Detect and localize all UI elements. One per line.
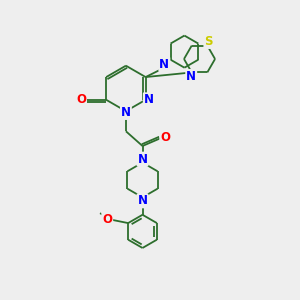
- Text: N: N: [144, 93, 154, 106]
- Text: O: O: [102, 213, 112, 226]
- Text: N: N: [137, 194, 148, 207]
- Text: N: N: [137, 153, 148, 166]
- Text: N: N: [186, 70, 196, 83]
- Text: O: O: [76, 93, 86, 106]
- Text: N: N: [159, 58, 170, 71]
- Text: N: N: [121, 106, 131, 119]
- Text: O: O: [160, 131, 170, 144]
- Text: S: S: [204, 35, 213, 48]
